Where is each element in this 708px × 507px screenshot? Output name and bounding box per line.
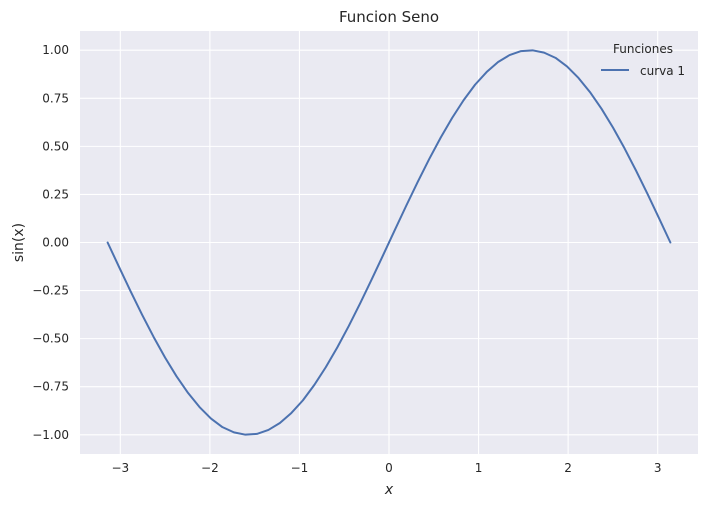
y-tick-label: 0.25 bbox=[42, 187, 69, 201]
y-tick-label: −0.50 bbox=[32, 332, 69, 346]
x-tick-label: −3 bbox=[111, 461, 129, 475]
x-tick-labels: −3 −2 −1 0 1 2 3 bbox=[111, 461, 661, 475]
y-tick-label: −1.00 bbox=[32, 428, 69, 442]
x-tick-label: 0 bbox=[385, 461, 393, 475]
y-tick-label: 0.75 bbox=[42, 91, 69, 105]
x-tick-label: −1 bbox=[291, 461, 309, 475]
chart-title: Funcion Seno bbox=[339, 8, 439, 26]
x-tick-label: −2 bbox=[201, 461, 219, 475]
y-axis-label: sin(x) bbox=[11, 223, 27, 262]
legend: Funciones curva 1 bbox=[601, 42, 685, 78]
y-tick-label: −0.75 bbox=[32, 380, 69, 394]
legend-title: Funciones bbox=[613, 42, 673, 56]
x-tick-label: 3 bbox=[654, 461, 662, 475]
y-tick-label: 1.00 bbox=[42, 43, 69, 57]
y-tick-label: 0.00 bbox=[42, 236, 69, 250]
series-line-curva-1 bbox=[106, 49, 672, 436]
y-tick-label: −0.25 bbox=[32, 284, 69, 298]
series-layer bbox=[106, 49, 672, 436]
y-tick-labels: −1.00 −0.75 −0.50 −0.25 0.00 0.25 0.50 0.75 1.00 bbox=[32, 43, 69, 442]
legend-label-curva-1: curva 1 bbox=[640, 64, 685, 78]
x-tick-label: 1 bbox=[475, 461, 483, 475]
x-axis-label: x bbox=[384, 482, 394, 498]
y-tick-label: 0.50 bbox=[42, 139, 69, 153]
x-tick-label: 2 bbox=[564, 461, 572, 475]
